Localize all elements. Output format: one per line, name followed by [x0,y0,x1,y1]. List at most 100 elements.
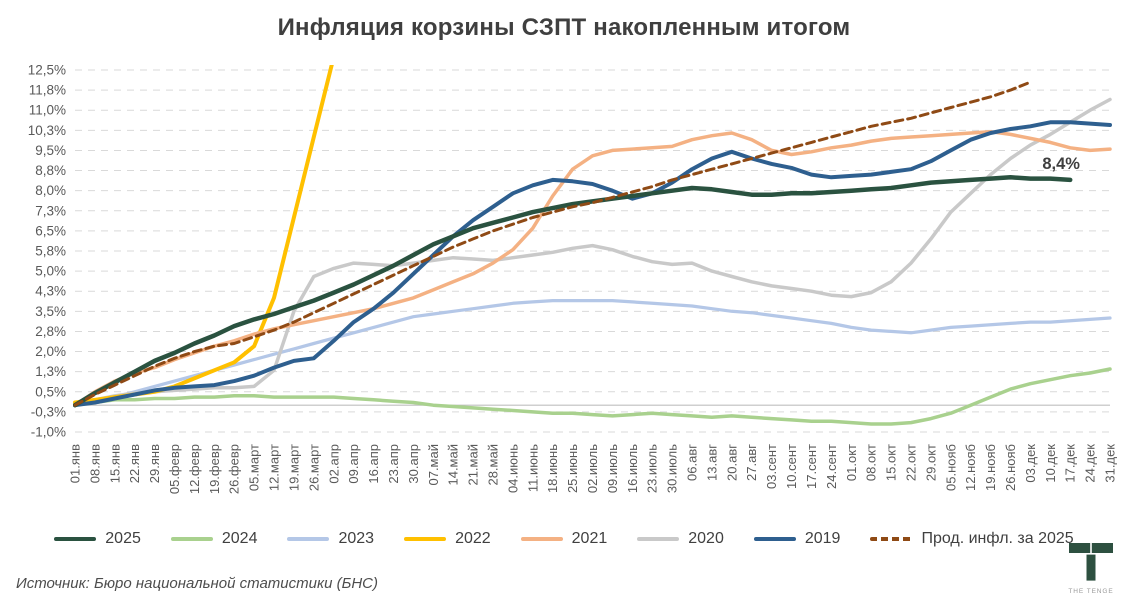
y-tick-label: 11,8% [29,83,66,98]
x-tick-label: 08.янв [87,444,102,483]
x-tick-label: 23.апр [386,444,401,484]
chart-title: Инфляция корзины СЗПТ накопленным итогом [277,14,851,41]
y-tick-label: 2,8% [35,324,66,339]
x-tick-label: 02.июль [585,444,600,493]
legend-label: 2021 [571,530,608,547]
series-line-Прод. инфл. за 2025 [73,80,1032,407]
legend-label: Прод. инфл. за 2025 [921,530,1074,547]
x-tick-label: 04.июнь [505,444,520,493]
x-tick-label: 26.март [306,444,321,491]
x-tick-label: 19.февр [207,444,222,494]
series-lines [73,65,1112,426]
legend-swatch [870,536,913,542]
y-tick-label: 5,8% [35,244,66,259]
x-tick-label: 13.авг [704,444,719,481]
last-value-annotation: 8,4% [1042,155,1080,173]
legend-item-2025: 2025 [54,530,141,548]
y-tick-label: 5,0% [35,264,66,279]
x-tick-label: 08.окт [864,444,879,481]
legend-label: 2025 [105,530,141,547]
tenge-logo-icon [1069,543,1113,581]
inflation-line-chart: 12,5% 11,8% 11,0% 10,3% 9,5% 8,8% 8,0% 7,3% 6,5%… [28,63,1118,495]
x-tick-label: 22.окт [903,444,918,481]
x-tick-label: 21.май [466,444,481,486]
x-tick-label: 25.июнь [565,444,580,493]
x-tick-label: 20.авг [724,444,739,481]
x-tick-label: 27.авг [744,444,759,481]
legend-swatch [54,536,97,542]
x-tick-label: 23.июль [645,444,660,493]
x-tick-label: 05.нояб [943,444,958,491]
legend-item-2023: 2023 [287,530,374,548]
legend-swatch [637,536,680,542]
x-tick-label: 02.апр [326,444,341,484]
y-tick-label: 1,3% [35,364,66,379]
legend-item-2024: 2024 [170,530,258,548]
x-tick-label: 30.июль [665,444,680,493]
x-tick-label: 11.июнь [525,444,540,492]
x-tick-label: 29.янв [147,444,162,483]
x-tick-label: 12.нояб [963,444,978,491]
legend-label: 2023 [338,530,375,547]
logo-text: THE TENGE [1068,588,1114,595]
x-tick-label: 10.сент [784,444,799,489]
series-line-2024 [73,367,1112,426]
x-tick-label: 17.сент [804,444,819,489]
y-tick-label: 8,8% [35,163,66,178]
x-tick-label: 28.май [485,444,500,486]
x-tick-label: 05.март [247,444,262,491]
y-tick-label: 7,3% [35,203,66,218]
x-tick-label: 09.апр [346,444,361,484]
y-tick-label: 9,5% [35,143,66,158]
x-tick-label: 05.февр [167,444,182,494]
x-tick-label: 15.окт [884,444,899,481]
x-tick-label: 16.июль [625,444,640,493]
legend-swatch [520,536,563,542]
y-tick-label: 4,3% [35,284,66,299]
x-tick-label: 14.май [446,444,461,486]
chart-legend: 2025 2024 2023 2022 2021 2020 2019 Прод. инфл. … [0,530,1128,548]
legend-label: 2022 [455,530,491,547]
y-tick-label: 11,0% [29,103,66,118]
legend-item-2019: 2019 [753,530,841,548]
x-tick-label: 29.окт [923,444,938,481]
the-tenge-logo: THE TENGE [1060,543,1122,595]
y-tick-label: 10,3% [28,123,66,138]
x-tick-label: 01.окт [844,444,859,481]
y-tick-label: 8,0% [35,183,66,198]
y-tick-label: 0,5% [35,384,66,399]
legend-swatch [287,536,330,542]
x-tick-label: 26.нояб [1003,444,1018,491]
y-tick-label: 2,0% [35,344,66,359]
x-tick-label: 19.нояб [983,444,998,491]
legend-item-Прод. инфл. за 2025: Прод. инфл. за 2025 [870,530,1074,548]
legend-label: 2020 [688,530,724,547]
x-tick-label: 31.дек [1103,444,1118,483]
y-tick-label: -0,3% [31,404,66,419]
source-note: Источник: Бюро национальной статистики (… [16,575,378,592]
x-tick-label: 12.март [267,444,282,491]
x-tick-label: 07.май [426,444,441,486]
x-tick-label: 09.июль [605,444,620,493]
y-tick-label: 3,5% [35,304,66,319]
y-tick-label: 12,5% [28,63,66,78]
x-tick-label: 01.янв [68,444,83,483]
x-tick-label: 30.апр [406,444,421,484]
x-tick-label: 03.сент [764,444,779,489]
legend-item-2022: 2022 [404,530,491,548]
y-axis-labels: 12,5% 11,8% 11,0% 10,3% 9,5% 8,8% 8,0% 7,3% 6,5%… [28,63,66,440]
y-tick-label: 6,5% [35,223,66,238]
series-line-2021 [73,129,1112,407]
series-line-2023 [73,298,1112,407]
gridlines [75,69,1110,433]
legend-item-2020: 2020 [637,530,724,548]
x-tick-label: 22.янв [127,444,142,483]
x-tick-label: 17.дек [1063,444,1078,483]
legend-item-2021: 2021 [520,530,608,548]
y-tick-label: -1,0% [31,425,66,440]
x-tick-label: 24.сент [824,444,839,489]
series-line-2025 [73,175,1073,408]
legend-label: 2019 [804,530,841,547]
legend-swatch [404,536,447,542]
legend-label: 2024 [221,530,258,547]
